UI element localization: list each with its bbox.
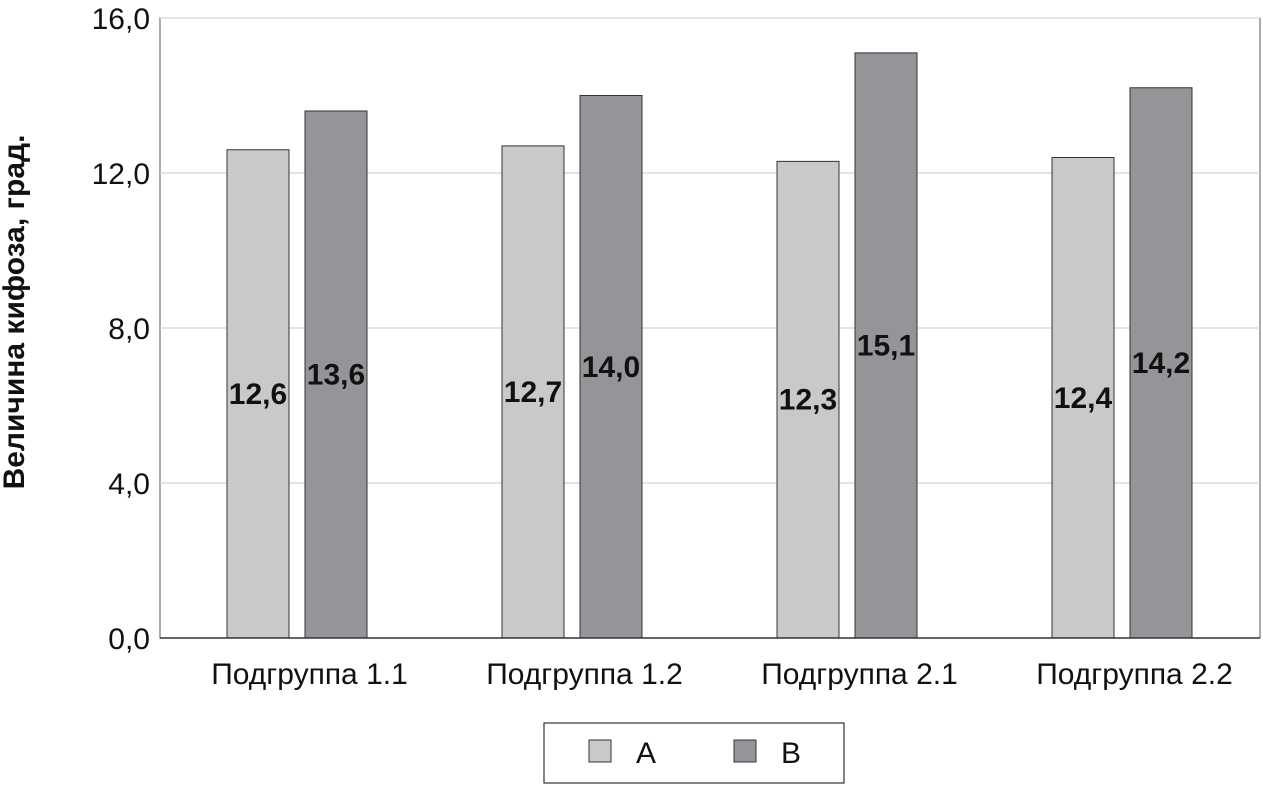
- bar-b-1: [304, 110, 368, 639]
- y-tick-label: 4,0: [108, 468, 150, 501]
- y-tick-label: 0,0: [108, 623, 150, 656]
- legend-label-b: B: [781, 737, 801, 770]
- data-label: 14,0: [582, 351, 640, 384]
- x-category-label: Подгруппа 2.1: [761, 658, 958, 691]
- bars: 12,6 13,6 12,7 14,0 12,3 15,1 12,4 14,2: [226, 52, 1193, 639]
- legend-label-a: A: [636, 737, 656, 770]
- bar-a-4: [1051, 157, 1115, 639]
- data-label: 12,3: [779, 384, 837, 417]
- x-category-label: Подгруппа 2.2: [1036, 658, 1233, 691]
- y-tick-label: 12,0: [92, 158, 150, 191]
- legend-swatch-b: [733, 739, 757, 763]
- legend-swatch-a: [588, 739, 612, 763]
- bar-b-2: [579, 95, 643, 639]
- y-axis-title: Величина кифоза, град.: [0, 135, 31, 490]
- x-categories: Подгруппа 1.1 Подгруппа 1.2 Подгруппа 2.1 П…: [211, 658, 1233, 691]
- x-category-label: Подгруппа 1.1: [211, 658, 408, 691]
- bar-b-3: [854, 52, 918, 639]
- bar-a-2: [501, 145, 565, 639]
- data-label: 13,6: [307, 359, 365, 392]
- bar-b-4: [1129, 87, 1193, 639]
- y-tick-label: 8,0: [108, 313, 150, 346]
- y-ticks: 0,0 4,0 8,0 12,0 16,0: [92, 3, 150, 656]
- data-label: 12,6: [229, 378, 287, 411]
- data-label: 15,1: [857, 329, 915, 362]
- data-label: 14,2: [1132, 347, 1190, 380]
- bar-a-3: [776, 160, 840, 639]
- data-label: 12,7: [504, 376, 562, 409]
- data-label: 12,4: [1054, 382, 1113, 415]
- y-tick-label: 16,0: [92, 3, 150, 36]
- x-category-label: Подгруппа 1.2: [486, 658, 683, 691]
- legend: A B: [543, 722, 845, 784]
